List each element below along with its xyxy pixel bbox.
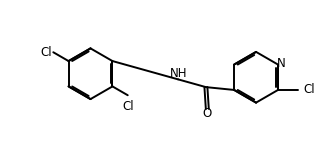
Text: Cl: Cl xyxy=(303,84,315,96)
Text: Cl: Cl xyxy=(123,100,134,113)
Text: N: N xyxy=(277,57,286,70)
Text: Cl: Cl xyxy=(40,46,51,59)
Text: O: O xyxy=(203,107,212,120)
Text: NH: NH xyxy=(170,67,187,80)
